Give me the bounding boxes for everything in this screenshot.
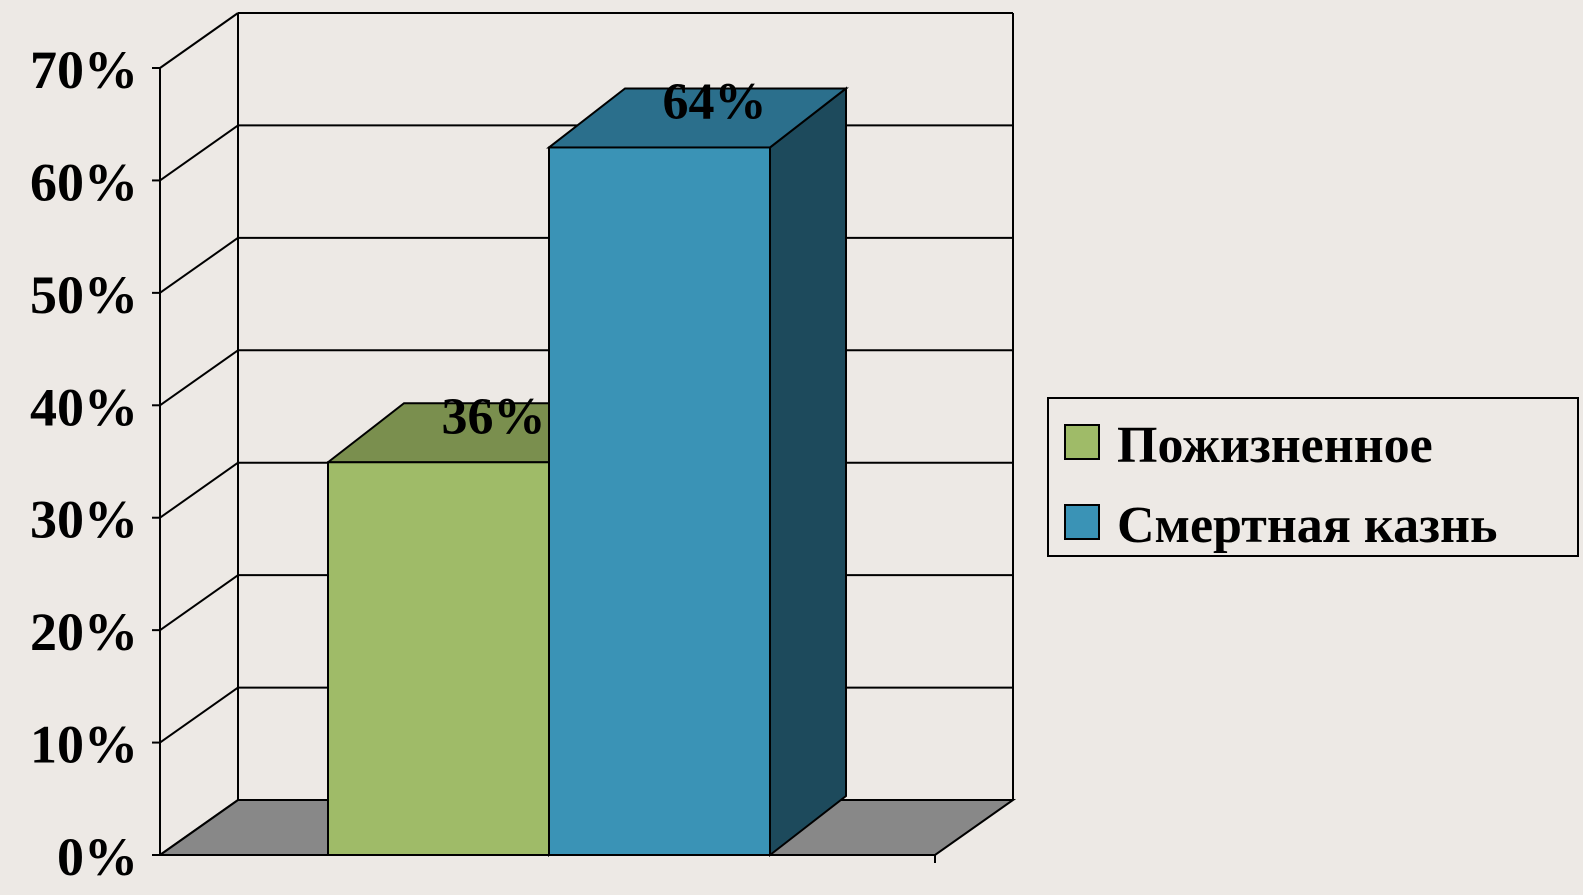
data-label-1: 36% [442,388,546,445]
gridline-side [159,461,239,519]
gridline-side [159,574,239,631]
bar-front [548,146,771,856]
chart-walls [237,13,1014,800]
bar-side [769,86,847,858]
y-tick-label: 10% [30,715,138,775]
legend-label-1: Пожизненное [1117,417,1433,474]
y-tick-labels: 0% 10% 20% 30% 40% 50% 60% 70% [30,40,138,887]
legend: Пожизненное Смертная казнь [1047,397,1579,557]
y-tick-label: 30% [30,490,138,550]
gridline-side [159,686,239,744]
legend-box [1047,397,1579,557]
legend-label-2: Смертная казнь [1117,497,1497,554]
y-tick-label: 40% [30,377,138,437]
gridline-side [159,349,239,407]
data-labels: 36% 64% [442,73,767,445]
gridline-side [159,237,239,294]
y-tick-label: 50% [30,265,138,325]
y-tick-label: 0% [57,827,138,887]
gridline-side [159,12,239,69]
y-tick-label: 20% [30,602,138,662]
y-tick-label: 60% [30,152,138,212]
bar-front [327,461,550,856]
legend-swatch-2 [1064,504,1100,540]
y-axis [152,67,936,863]
data-label-2: 64% [663,73,767,130]
bars [325,86,849,858]
gridline-side [159,124,239,182]
bar-2 [546,86,849,858]
y-tick-label: 70% [30,40,138,100]
legend-swatch-1 [1064,424,1100,460]
